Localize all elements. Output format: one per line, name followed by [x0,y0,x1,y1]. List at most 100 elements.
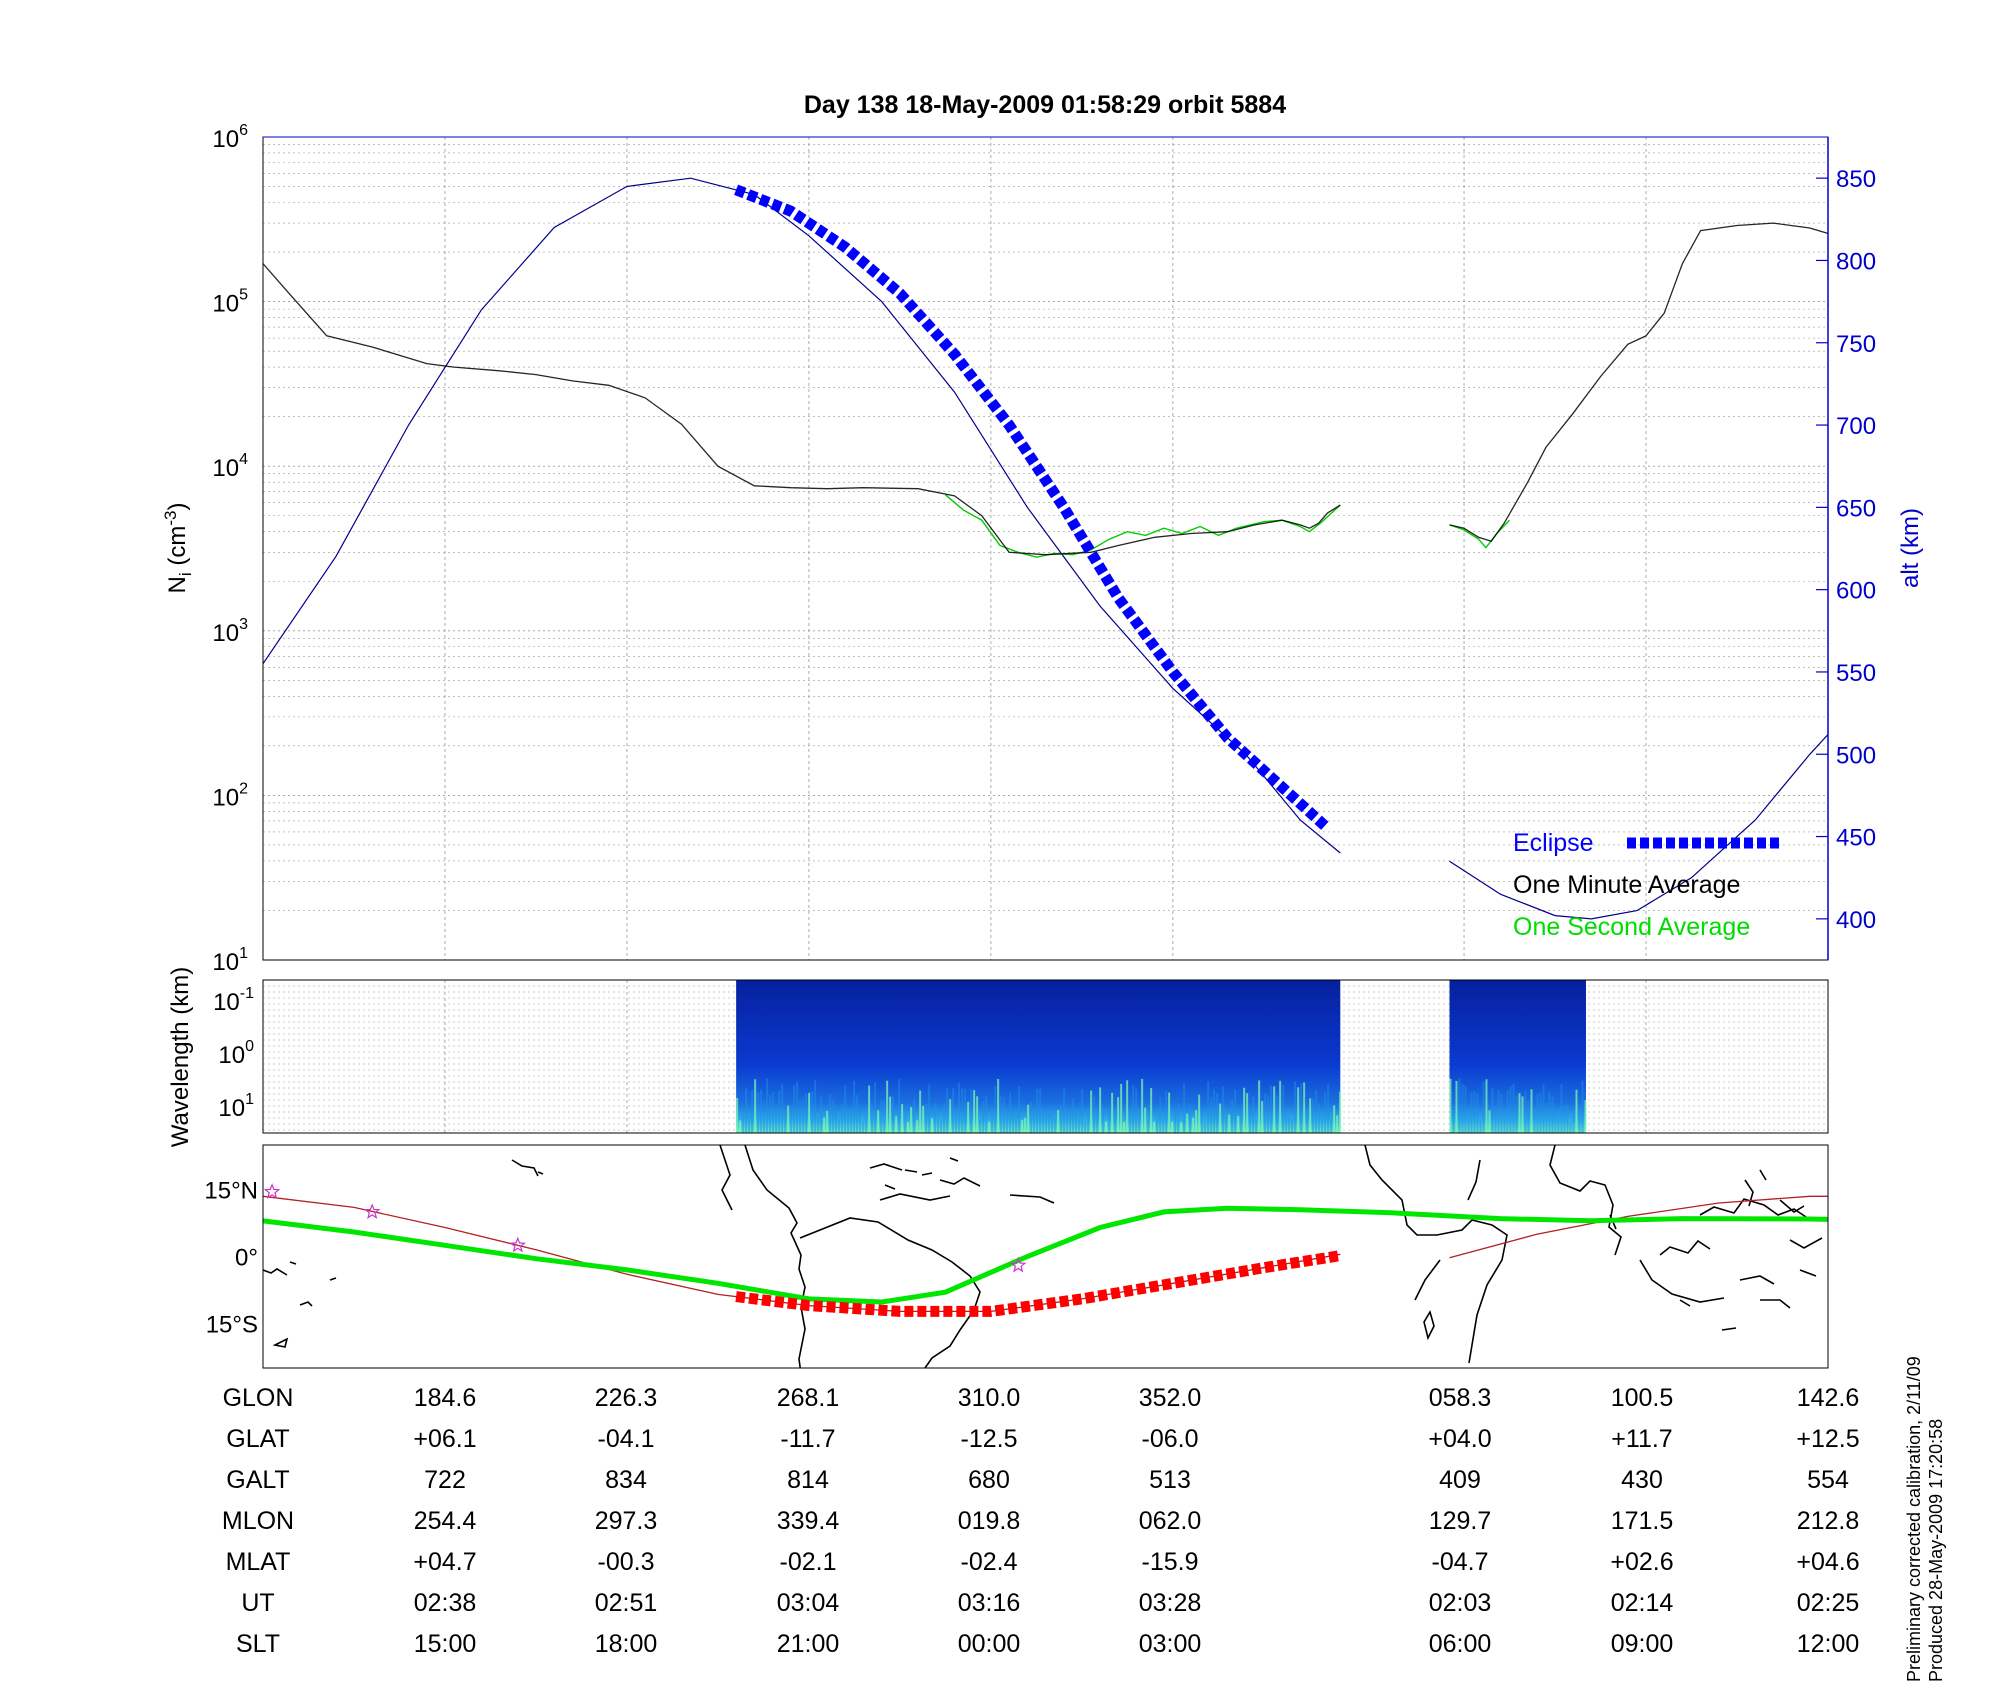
spectrogram-stripe [997,1078,1000,1133]
spectrogram-stripe [1069,1110,1072,1133]
spectrogram-stripe [1500,1094,1503,1133]
spectrogram-stripe [982,1101,985,1133]
spectrogram-stripe [1021,1119,1024,1133]
table-cell: 171.5 [1611,1507,1674,1535]
table-row-label: GLON [223,1384,294,1412]
spectrogram-stripe [1506,1090,1509,1133]
spectrogram-stripe [1509,1085,1512,1133]
spectrogram-stripe [1309,1098,1312,1133]
spectrogram-stripe [829,1094,832,1133]
spectrogram-stripe [850,1112,853,1133]
table-cell: -11.7 [780,1425,835,1453]
spectrogram-stripe [1327,1084,1330,1133]
spectrogram-stripe [1219,1103,1222,1133]
spectrogram-stripe [787,1105,790,1133]
series-altitude [263,177,1341,854]
spectrogram-stripe [1479,1121,1482,1133]
spectrogram-stripe [1066,1113,1069,1133]
map-star-marker [363,1203,381,1219]
spectrogram-stripe [1572,1115,1575,1133]
spectrogram-stripe [1291,1119,1294,1133]
table-cell: -04.7 [1432,1548,1489,1576]
spectrogram-stripe [886,1080,889,1133]
table-cell: 339.4 [777,1507,840,1535]
altitude-tick-label: 400 [1836,907,1876,934]
spectrogram-stripe [1234,1089,1237,1133]
spectrogram-stripe [1015,1114,1018,1133]
spectrogram-stripe [1581,1080,1584,1133]
spectrogram-stripe [742,1111,745,1133]
spectrogram-stripe [1530,1089,1533,1133]
table-cell: -06.0 [1142,1425,1199,1453]
spectrogram-stripe [1330,1118,1333,1133]
spectrogram-stripe [1183,1083,1186,1133]
spectrogram-stripe [1551,1096,1554,1133]
spectrogram-stripe [1512,1084,1515,1133]
spectrogram-stripe [910,1107,913,1133]
legend-one-minute-label: One Minute Average [1513,871,1740,899]
spectrogram-stripe [1132,1085,1135,1133]
density-y-label-sup: -3 [161,511,180,526]
table-row-label: MLAT [226,1548,291,1576]
spectrogram-stripe [1225,1116,1228,1133]
spectrogram-stripe [1303,1082,1306,1133]
spectrogram-stripe [1318,1103,1321,1133]
density-series-group [263,177,1828,920]
spectrogram-stripe [1177,1102,1180,1133]
altitude-tick-label: 600 [1836,578,1876,605]
series-altitude [1449,733,1828,920]
spectrogram-stripe [1207,1081,1210,1133]
credit-line2: Produced 28-May-2009 17:20:58 [1926,1419,1946,1682]
spectrogram-stripe [823,1117,826,1133]
spectrogram-stripe [1285,1110,1288,1133]
altitude-axis: 400 450 500 550 600 650 700 750 800 850 [1816,166,1876,934]
spectrogram-stripe [859,1111,862,1133]
legend: Eclipse One Minute Average One Second Av… [1513,829,1780,941]
map-y-tick-label: 15°S [206,1311,258,1338]
spectrogram-stripe [826,1110,829,1133]
spectrogram-stripe [1458,1078,1461,1133]
spectrogram-stripe [832,1100,835,1133]
spectrogram-stripe [1288,1116,1291,1133]
spectrogram-stripe [1294,1081,1297,1133]
table-cell: 12:00 [1797,1630,1860,1658]
spectrogram-stripe [1255,1120,1258,1133]
table-cell: -04.1 [598,1425,655,1453]
spectrogram-stripe [1569,1122,1572,1133]
table-cell: 21:00 [777,1630,840,1658]
spectrogram-stripe [1515,1095,1518,1133]
altitude-tick-label: 700 [1836,413,1876,440]
map-series-group [263,1183,1828,1317]
spectrogram-stripe [844,1085,847,1133]
spectrogram-stripe [946,1088,949,1133]
map-star-marker [509,1236,526,1253]
spectrogram-stripe [1276,1094,1279,1133]
spectrogram-stripe [1548,1091,1551,1133]
tick-base: 10 [212,455,239,482]
spectrogram-stripe [835,1105,838,1133]
spectrogram-stripe [1045,1112,1048,1133]
spectrogram-stripe [1467,1118,1470,1133]
map-panel: 15°N 0° 15°S [204,1144,1829,1369]
table-cell: +06.1 [413,1425,476,1453]
table-cell: 129.7 [1429,1507,1492,1535]
spectrogram-stripe [1216,1093,1219,1133]
spectrogram-stripe [1566,1104,1569,1133]
spectrogram-stripe [1240,1112,1243,1133]
spectrogram-stripe [1449,1078,1452,1133]
spectrogram-stripe [1060,1105,1063,1133]
tick-base: 10 [212,949,239,976]
table-cell: 254.4 [414,1507,477,1535]
coastlines [263,1145,1823,1368]
spectrogram-stripe [1141,1078,1144,1133]
spectrogram-stripe [928,1084,931,1133]
spectrogram-stripe [1246,1093,1249,1133]
spectrogram-stripe [883,1099,886,1133]
table-cell: 02:51 [595,1589,658,1617]
spectrogram-stripe [1138,1112,1141,1133]
table-row-label: UT [241,1589,274,1617]
spectrogram-stripe [817,1116,820,1133]
table-cell: 513 [1149,1466,1191,1494]
tick-exponent: 1 [239,945,248,962]
table-cell: -12.5 [961,1425,1018,1453]
